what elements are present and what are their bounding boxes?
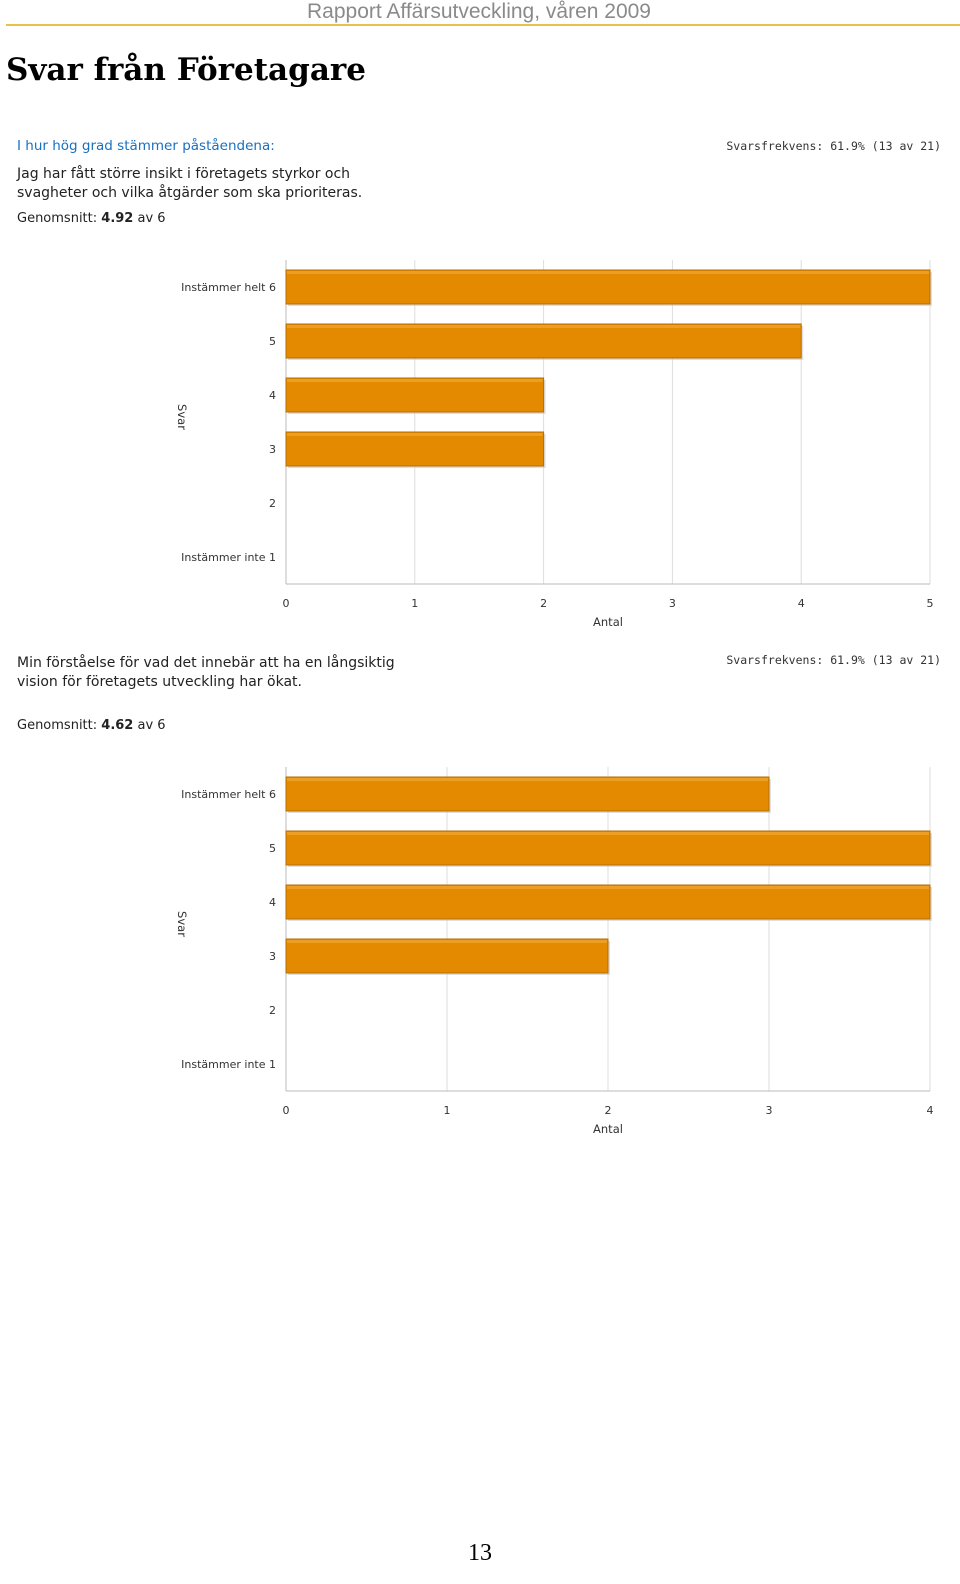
chart-2-bar-chart: Instämmer helt 6 5 4 3 2 Instämmer inte 1 0 1 2 3…	[175, 767, 934, 1136]
bar	[285, 830, 931, 866]
bar-highlight	[287, 325, 801, 328]
y-tick-label: Instämmer inte 1	[181, 551, 276, 564]
x-tick-label: 5	[927, 597, 934, 610]
page-number: 13	[468, 1540, 492, 1566]
y-tick-label: 4	[269, 896, 276, 909]
chart-2-question: Min förståelse för vad det innebär att h…	[17, 655, 395, 690]
x-tick-label: 4	[927, 1104, 934, 1117]
chart-2-mean: Genomsnitt: 4.62 av 6	[17, 718, 166, 733]
x-tick-label: 3	[669, 597, 676, 610]
x-axis-title: Antal	[593, 1122, 623, 1136]
x-tick-label: 2	[540, 597, 547, 610]
bar	[285, 884, 931, 920]
chart-1-mean-value: 4.92	[101, 211, 134, 226]
running-header-title: Rapport Affärsutveckling, våren 2009	[307, 0, 651, 23]
y-tick-label: Instämmer inte 1	[181, 1058, 276, 1071]
y-tick-label: 3	[269, 950, 276, 963]
y-tick-label: 5	[269, 842, 276, 855]
bar-highlight	[287, 886, 929, 889]
chart-2-response-rate: Svarsfrekvens: 61.9% (13 av 21)	[726, 653, 941, 667]
page-title: Svar från Företagare	[6, 52, 366, 88]
header-rule	[6, 24, 960, 26]
x-tick-label: 1	[411, 597, 418, 610]
x-tick-label: 0	[283, 597, 290, 610]
bar-highlight	[287, 778, 768, 781]
y-axis-title: Svar	[175, 911, 189, 937]
bar-highlight	[287, 832, 929, 835]
chart-1-mean-suffix: av 6	[137, 211, 166, 226]
y-tick-label: 2	[269, 497, 276, 510]
x-tick-label: 2	[605, 1104, 612, 1117]
x-tick-label: 3	[766, 1104, 773, 1117]
bar	[285, 938, 609, 974]
y-axis-title: Svar	[175, 404, 189, 430]
bar-highlight	[287, 940, 607, 943]
x-tick-label: 0	[283, 1104, 290, 1117]
bar	[285, 269, 931, 305]
bar	[285, 377, 545, 413]
x-tick-label: 4	[798, 597, 805, 610]
chart-2-mean-suffix: av 6	[137, 718, 166, 733]
y-tick-label: 2	[269, 1004, 276, 1017]
chart-1-mean-label: Genomsnitt:	[17, 211, 98, 226]
chart-1-bar-chart: Instämmer helt 6 5 4 3 2 Instämmer inte 1 0 1 2 3…	[175, 260, 934, 629]
bar	[285, 323, 802, 359]
chart-2-mean-label: Genomsnitt:	[17, 718, 98, 733]
x-tick-label: 1	[444, 1104, 451, 1117]
bar	[285, 431, 545, 467]
chart-2-mean-value: 4.62	[101, 718, 134, 733]
bar	[285, 776, 770, 812]
y-tick-label: 3	[269, 443, 276, 456]
intro-text: I hur hög grad stämmer påståendena:	[17, 138, 275, 154]
y-tick-label: Instämmer helt 6	[181, 281, 276, 294]
y-tick-label: 5	[269, 335, 276, 348]
chart-1-response-rate: Svarsfrekvens: 61.9% (13 av 21)	[726, 139, 941, 153]
bar-highlight	[287, 433, 543, 436]
bar-highlight	[287, 271, 929, 274]
y-tick-label: Instämmer helt 6	[181, 788, 276, 801]
x-axis-title: Antal	[593, 615, 623, 629]
chart-1-question: Jag har fått större insikt i företagets …	[17, 166, 363, 201]
bar-highlight	[287, 379, 543, 382]
y-tick-label: 4	[269, 389, 276, 402]
chart-1-mean: Genomsnitt: 4.92 av 6	[17, 211, 166, 226]
running-header: Rapport Affärsutveckling, våren 2009	[0, 0, 960, 26]
